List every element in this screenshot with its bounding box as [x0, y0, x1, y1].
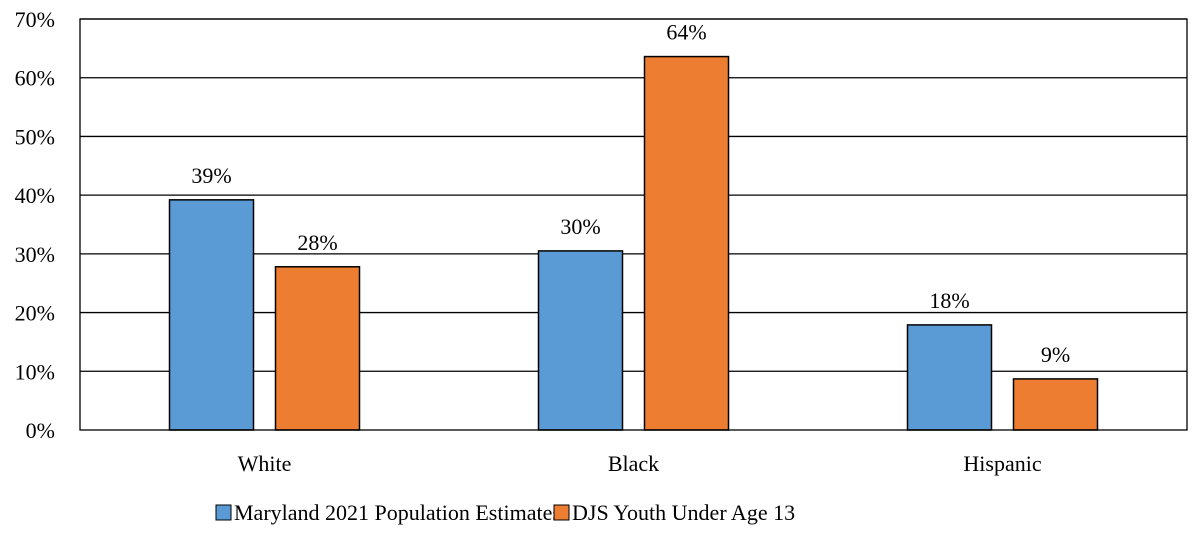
- x-tick-label: Black: [608, 451, 659, 476]
- data-label-0-0: 39%: [191, 163, 231, 188]
- data-label-0-1: 30%: [560, 214, 600, 239]
- legend-swatch-0: [215, 504, 232, 521]
- legend-swatch-1: [553, 504, 570, 521]
- legend-label-1: DJS Youth Under Age 13: [572, 500, 795, 525]
- data-labels: 39% 28% 30% 64% 18% 9%: [191, 20, 1070, 367]
- bar-1-1: [643, 55, 730, 431]
- data-label-0-2: 18%: [929, 288, 969, 313]
- legend-label-0: Maryland 2021 Population Estimates: [234, 500, 561, 525]
- y-tick-label: 40%: [15, 183, 55, 208]
- data-label-1-1: 64%: [666, 20, 706, 45]
- y-tick-label: 10%: [15, 359, 55, 384]
- bar-1-0: [274, 266, 361, 431]
- y-tick-label: 70%: [15, 7, 55, 32]
- x-tick-label: Hispanic: [963, 451, 1041, 476]
- y-tick-label: 60%: [15, 66, 55, 91]
- x-tick-label: White: [238, 451, 292, 476]
- legend: Maryland 2021 Population Estimates DJS Yo…: [215, 500, 795, 525]
- y-tick-label: 20%: [15, 301, 55, 326]
- bar-0-1: [537, 250, 624, 431]
- y-tick-label: 30%: [15, 242, 55, 267]
- bar-0-2: [906, 324, 993, 431]
- plot-frame: [79, 18, 1188, 431]
- data-label-1-2: 9%: [1041, 342, 1070, 367]
- bar-1-2: [1012, 378, 1099, 431]
- y-tick-label: 50%: [15, 124, 55, 149]
- bars: [168, 55, 1099, 431]
- bar-0-0: [168, 199, 255, 431]
- axes: 0% 10% 20% 30% 40% 50% 60% 70% White Black Hispani…: [15, 7, 1188, 476]
- y-tick-label: 0%: [26, 418, 55, 443]
- data-label-1-0: 28%: [297, 230, 337, 255]
